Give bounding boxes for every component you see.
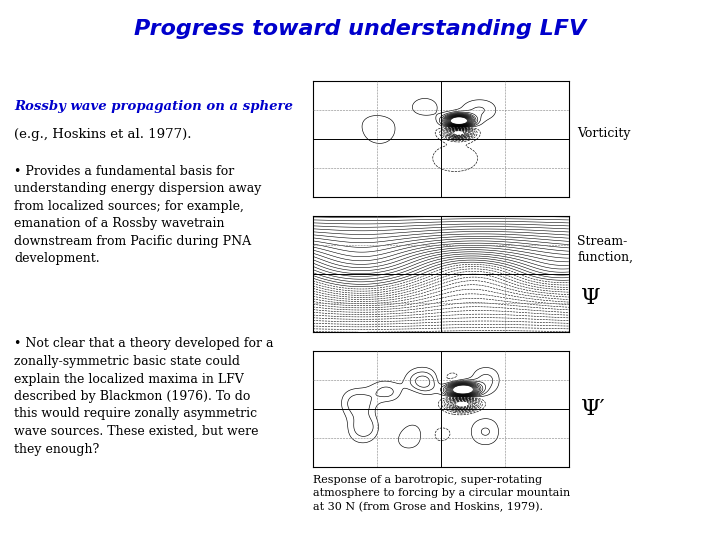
- Text: Vorticity: Vorticity: [577, 127, 631, 140]
- Text: Progress toward understanding LFV: Progress toward understanding LFV: [134, 19, 586, 39]
- Text: • Not clear that a theory developed for a
zonally-symmetric basic state could
ex: • Not clear that a theory developed for …: [14, 338, 274, 456]
- Text: Rossby wave propagation on a sphere: Rossby wave propagation on a sphere: [14, 100, 293, 113]
- Text: Ψ: Ψ: [581, 287, 600, 309]
- Text: Ψ′: Ψ′: [581, 398, 606, 420]
- Text: • Provides a fundamental basis for
understanding energy dispersion away
from loc: • Provides a fundamental basis for under…: [14, 165, 262, 265]
- Text: (e.g., Hoskins et al. 1977).: (e.g., Hoskins et al. 1977).: [14, 128, 192, 141]
- Text: Stream-
function,: Stream- function,: [577, 235, 634, 264]
- Text: Response of a barotropic, super-rotating
atmosphere to forcing by a circular mou: Response of a barotropic, super-rotating…: [313, 475, 570, 512]
